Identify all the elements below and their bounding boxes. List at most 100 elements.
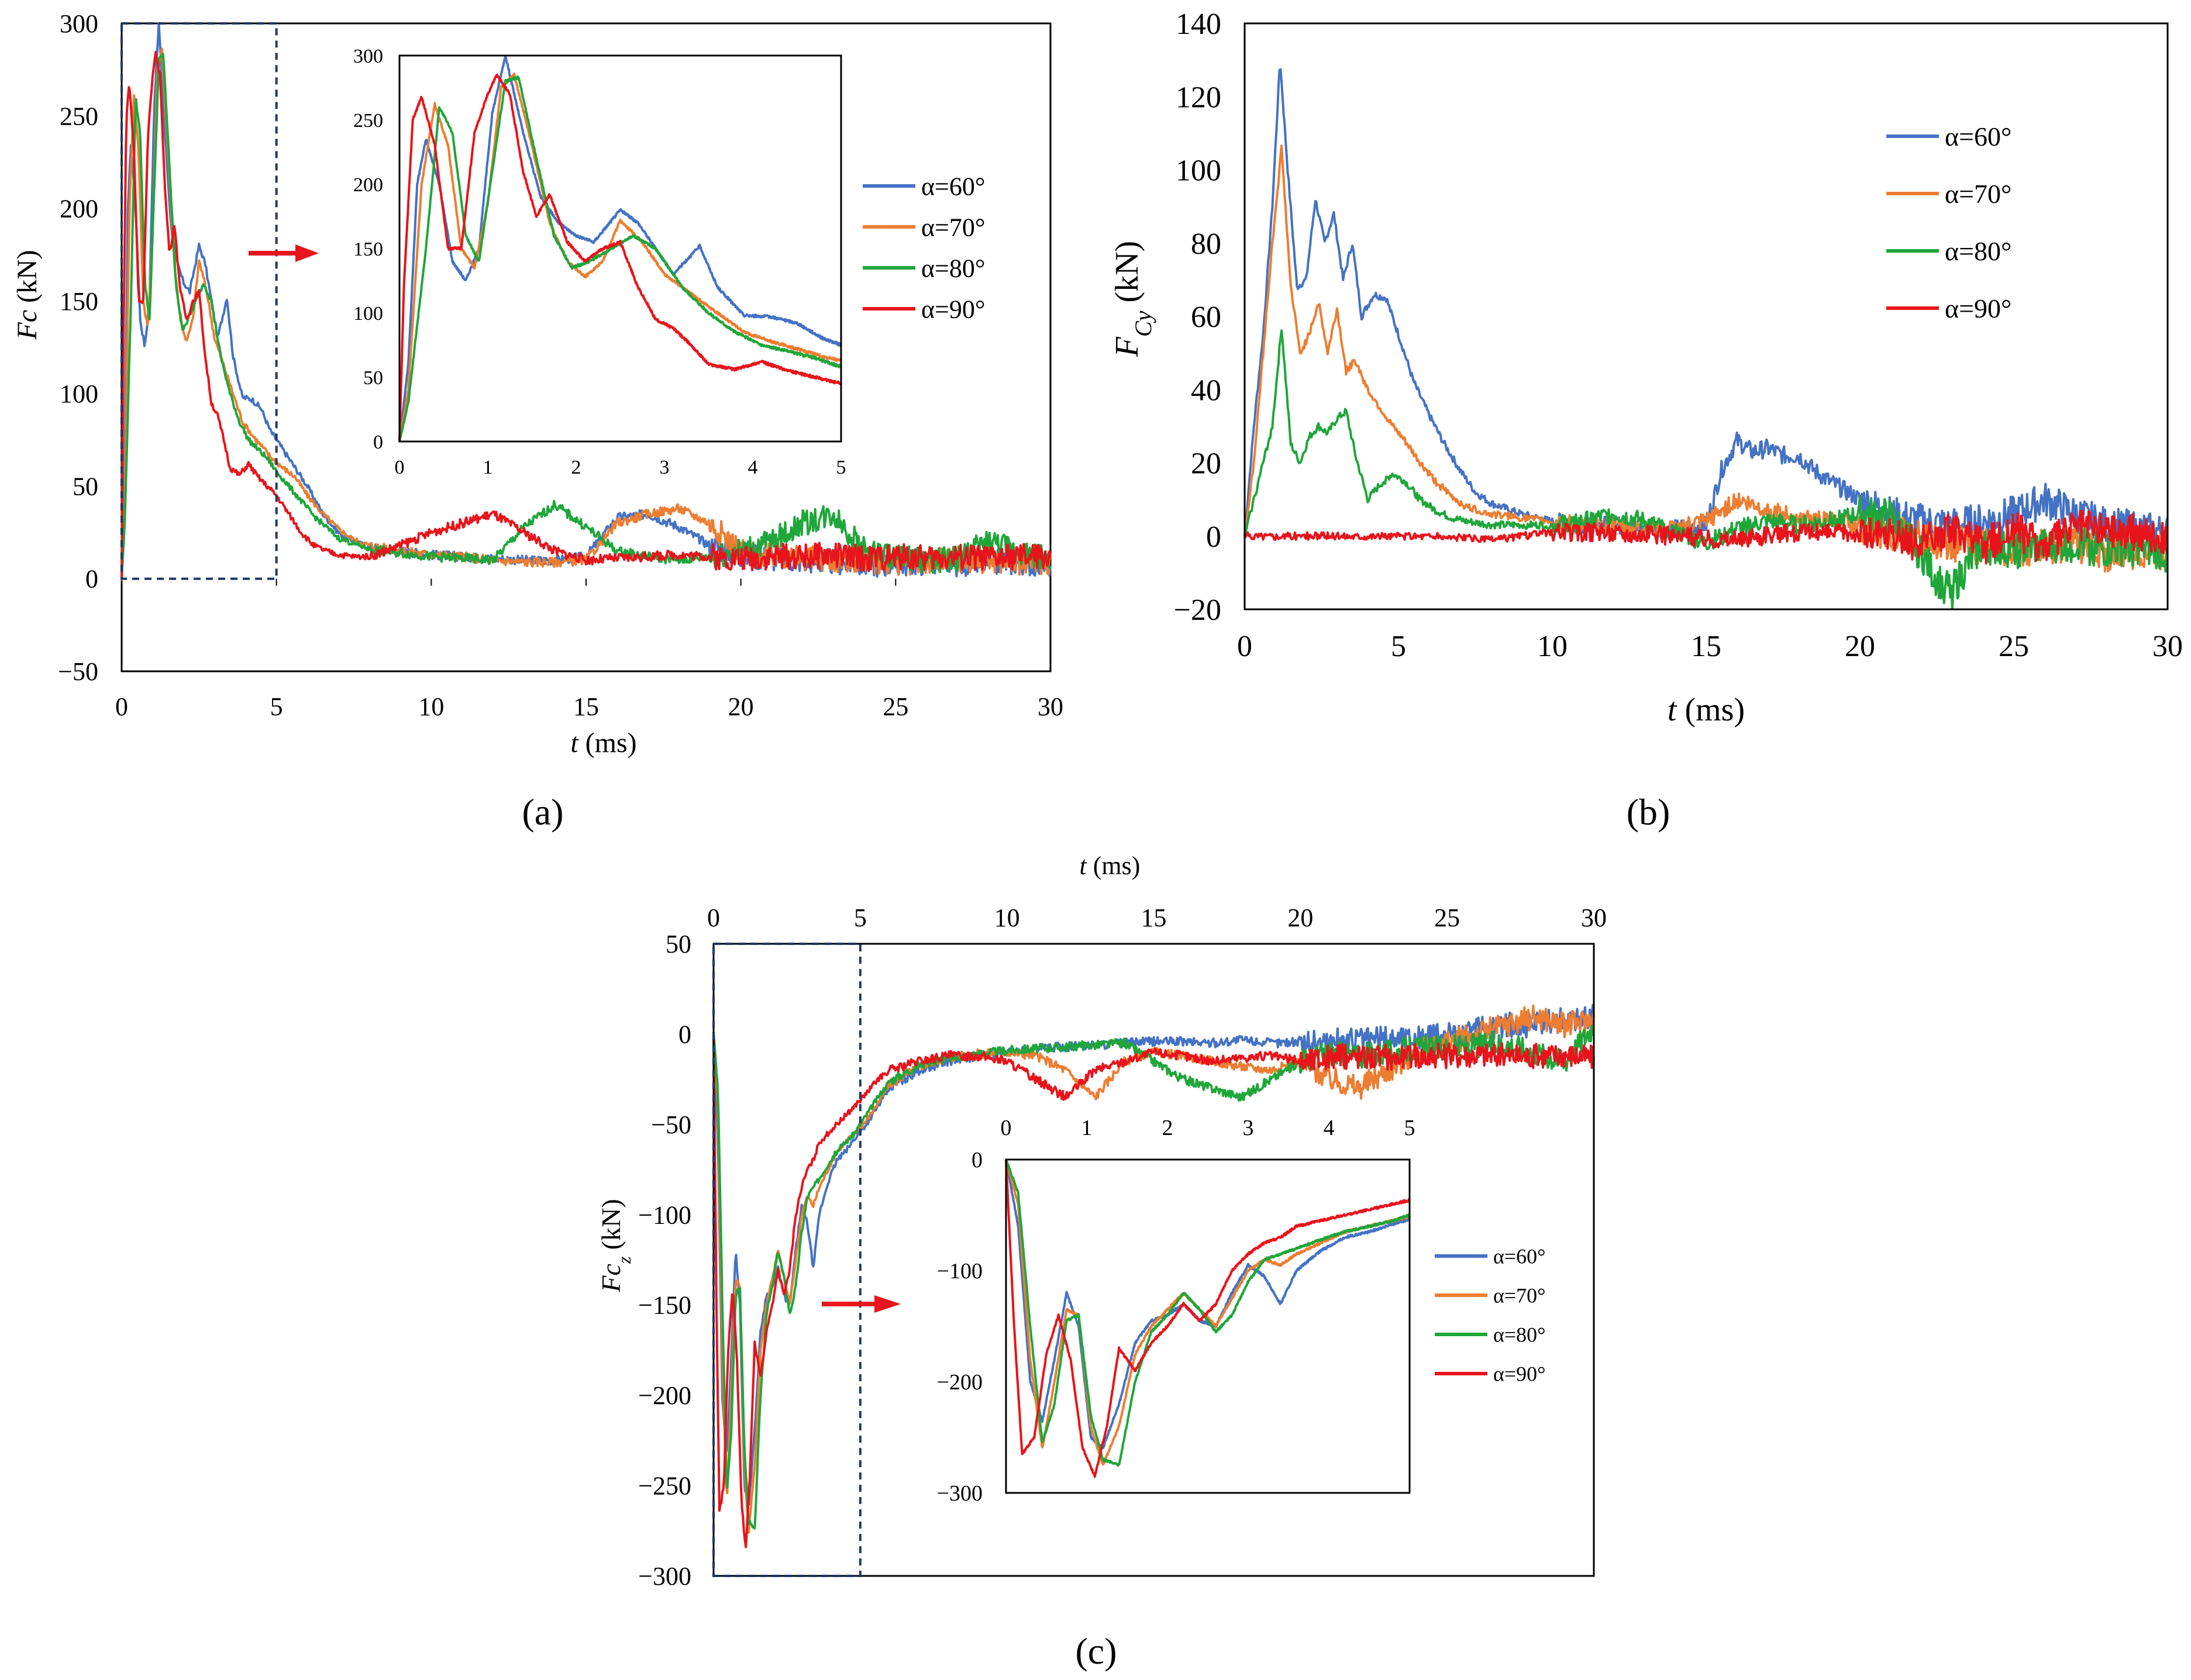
a-xtick-label-6: 30 [1038,692,1063,721]
a-ytick-label-5: 200 [60,195,98,223]
c-xtick-label-2: 10 [994,903,1020,932]
b-ytick-label-6: 100 [1176,154,1221,188]
a-inset-xtick-label-5: 5 [836,457,846,478]
b-ylabel: FCy (kN) [1109,241,1156,357]
b-xtick-label-5: 25 [1999,630,2029,663]
a-inset-xtick-label-3: 3 [660,457,670,478]
a-ylabel: Fc (kN) [12,250,43,340]
b-legend-label-2: α=80° [1945,236,2011,266]
c-inset-xtick-label-4: 4 [1324,1116,1335,1140]
b-legend-label-3: α=90° [1945,294,2011,323]
b-xtick-label-4: 20 [1845,630,1875,663]
b-xtick-label-6: 30 [2152,630,2183,663]
b-ytick-label-0: −20 [1174,594,1221,627]
a-inset-ytick-label-2: 100 [353,303,383,325]
c-inset-ytick-label-2: −100 [937,1259,983,1284]
a-xtick-label-2: 10 [418,692,444,721]
c-inset-series-90 [1005,1160,1411,1478]
a-xtick-label-3: 15 [573,692,599,721]
c-xtick-label-3: 15 [1141,903,1167,932]
panel-label-a: (a) [522,791,563,833]
a-xtick-label-1: 5 [270,692,283,721]
c-xtick-label-4: 20 [1287,903,1313,932]
c-xtick-label-1: 5 [854,903,867,932]
chart-b: 0 5 10 15 20 25 30 −20 0 20 40 60 80 100 120 140 t (ms) F… [1109,8,2183,728]
a-legend-label-1: α=70° [921,213,985,242]
a-inset-ytick-label-5: 250 [353,110,383,132]
c-ytick-label-2: −200 [638,1381,691,1410]
c-ylabel: Fcz (kN) [596,1199,635,1292]
b-series-80 [1243,329,2169,610]
b-ytick-label-4: 60 [1191,301,1221,334]
b-series-90 [1243,509,2169,565]
a-inset-xtick-label-4: 4 [748,457,758,478]
c-xtick-label-5: 25 [1434,903,1460,932]
a-xlabel: t (ms) [570,727,636,758]
c-ytick-label-7: 50 [666,930,691,958]
b-ytick-label-7: 120 [1176,81,1221,114]
b-ytick-label-2: 20 [1191,447,1221,481]
a-inset-xtick-label-1: 1 [483,457,493,478]
c-inset-frame [1005,1158,1411,1494]
c-highlight-box [712,943,862,1577]
b-ytick-label-8: 140 [1176,8,1221,41]
a-ytick-label-1: 0 [85,565,98,594]
c-inset-series-80 [1005,1159,1411,1467]
b-legend-label-1: α=70° [1945,179,2011,209]
a-inset-xtick-label-2: 2 [571,457,581,478]
a-inset-xtick-label-0: 0 [395,457,405,478]
c-series-80 [712,1024,1595,1530]
a-inset-series-70 [398,73,842,441]
c-series-90 [712,1033,1595,1548]
c-inset-ytick-label-0: −300 [937,1481,983,1506]
b-xlabel: t (ms) [1668,692,1745,728]
b-series-70 [1243,144,2169,573]
c-ytick-label-6: 0 [678,1020,691,1048]
b-xtick-label-2: 10 [1537,630,1568,663]
b-legend-label-0: α=60° [1945,122,2011,151]
c-inset-series-60 [1005,1159,1411,1450]
b-series-60 [1243,68,2169,551]
c-inset-xtick-label-2: 2 [1162,1116,1173,1140]
c-inset-ytick-label-1: −200 [937,1370,983,1395]
a-legend-label-2: α=80° [921,254,985,282]
c-zoom-arrowhead [874,1295,901,1313]
b-plot-frame [1243,22,2169,610]
a-inset-frame [398,54,842,443]
b-xtick-label-0: 0 [1237,630,1252,663]
c-ytick-label-5: −50 [651,1110,691,1139]
chart-c-inset: 0 1 2 3 4 5 −300 −200 −100 0 [937,1116,1415,1506]
a-legend-label-0: α=60° [921,172,985,201]
b-ytick-label-5: 80 [1191,227,1221,261]
c-legend-label-0: α=60° [1493,1245,1546,1268]
a-inset-ytick-label-3: 150 [353,239,383,260]
a-inset-ytick-label-0: 0 [373,432,383,453]
c-xtick-label-0: 0 [707,903,720,932]
c-inset-xtick-label-3: 3 [1243,1116,1254,1140]
a-inset-ytick-label-1: 50 [363,367,383,389]
c-ytick-label-0: −300 [638,1562,691,1591]
c-ytick-label-3: −150 [638,1291,691,1320]
a-xtick-label-0: 0 [115,692,128,721]
a-ytick-label-0: −50 [58,657,98,686]
a-ytick-label-3: 100 [60,380,98,408]
a-ytick-label-4: 150 [60,287,98,316]
chart-c: 0 5 10 15 20 25 30−300−250−200−150−100−50050t … [596,851,1607,1591]
b-xtick-label-1: 5 [1391,630,1406,663]
a-ytick-label-2: 50 [73,472,98,501]
b-ytick-label-1: 0 [1206,520,1221,554]
b-ytick-label-3: 40 [1191,374,1221,407]
panel-label-c: (c) [1075,1630,1117,1672]
c-inset-xtick-label-5: 5 [1404,1116,1415,1140]
c-inset-ytick-label-3: 0 [972,1148,983,1172]
b-xtick-label-3: 15 [1691,630,1721,663]
a-ytick-label-7: 300 [60,9,98,38]
c-legend-label-2: α=80° [1493,1323,1546,1347]
a-legend-label-3: α=90° [921,295,985,323]
a-zoom-arrowhead [295,244,319,262]
c-xlabel: t (ms) [1080,851,1141,880]
a-highlight-box [120,22,278,580]
